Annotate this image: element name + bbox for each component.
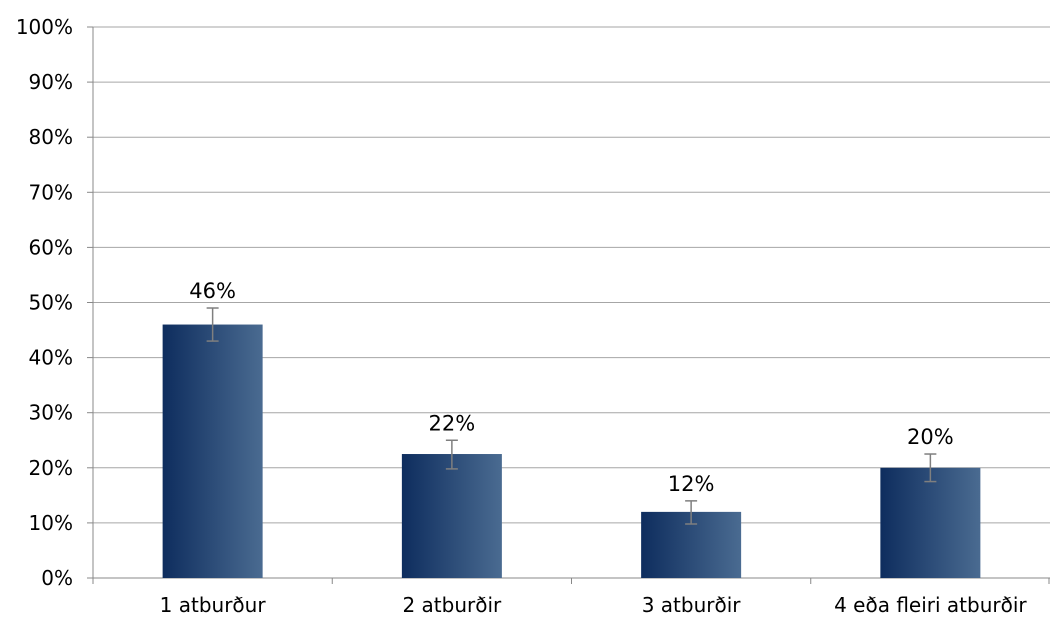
bar — [162, 324, 263, 578]
labels: 0% 10% 20% 30% 40% 50% 60% 70% 80% 90% 100% 46% 1 at… — [16, 15, 1028, 617]
y-tick-label: 100% — [16, 15, 73, 39]
y-tick-label: 0% — [41, 566, 73, 590]
y-tick-label: 50% — [29, 291, 73, 315]
data-label: 22% — [429, 411, 476, 435]
bars — [162, 324, 981, 578]
y-tick-label: 90% — [29, 70, 73, 94]
y-tick-label: 80% — [29, 125, 73, 149]
x-category-label: 1 atburður — [160, 593, 267, 617]
data-label: 20% — [907, 425, 954, 449]
y-tick-label: 20% — [29, 456, 73, 480]
y-tick-label: 40% — [29, 346, 73, 370]
error-bars — [206, 307, 937, 525]
bar — [401, 454, 502, 578]
x-category-label: 4 eða fleiri atburðir — [834, 593, 1027, 617]
x-category-label: 3 atburðir — [642, 593, 742, 617]
y-tick-label: 30% — [29, 401, 73, 425]
y-tick-label: 10% — [29, 511, 73, 535]
bar — [880, 467, 981, 578]
y-tick-label: 70% — [29, 180, 73, 204]
y-tick-label: 60% — [29, 235, 73, 259]
x-category-label: 2 atburðir — [402, 593, 502, 617]
data-label: 12% — [668, 472, 715, 496]
data-label: 46% — [189, 279, 236, 303]
